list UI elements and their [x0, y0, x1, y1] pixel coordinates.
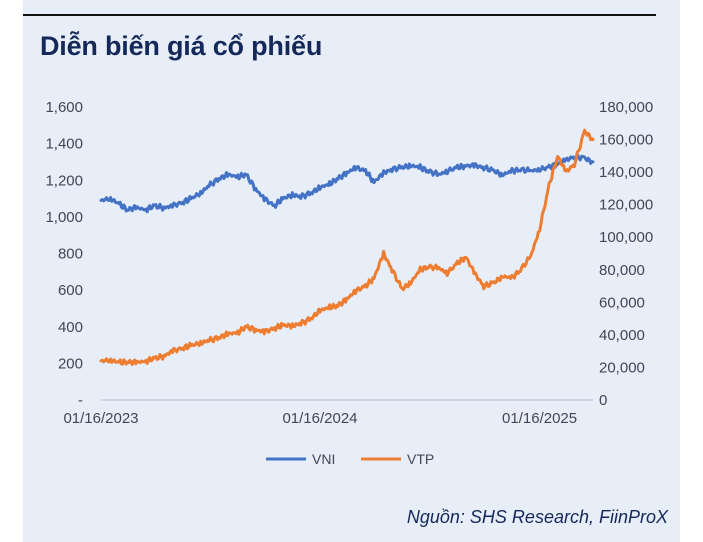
- y-right-tick-label: 60,000: [599, 294, 645, 311]
- y-right-tick-label: 80,000: [599, 262, 645, 279]
- y-right-tick-label: 0: [599, 392, 607, 409]
- y-right-tick-label: 180,000: [599, 99, 653, 116]
- legend: VNI VTP: [266, 451, 434, 467]
- y-axis-right: 0 20,000 40,000 60,000 80,000 100,000 120,000 1…: [599, 99, 653, 409]
- series-line-vni: [99, 152, 595, 214]
- chart-title: Diễn biến giá cổ phiếu: [40, 31, 323, 61]
- source-note: Nguồn: SHS Research, FiinProX: [406, 507, 668, 527]
- y-left-tick-label: 800: [58, 246, 83, 263]
- x-tick-label: 01/16/2023: [63, 410, 138, 427]
- legend-label-vni: VNI: [312, 451, 335, 467]
- y-left-tick-label: 200: [58, 355, 83, 372]
- y-right-tick-label: 160,000: [599, 132, 653, 149]
- y-left-tick-label: 1,600: [45, 99, 83, 116]
- top-divider: [23, 14, 656, 16]
- y-right-tick-label: 120,000: [599, 197, 653, 214]
- y-left-tick-label: 1,400: [45, 136, 83, 153]
- y-right-tick-label: 40,000: [599, 327, 645, 344]
- y-right-tick-label: 100,000: [599, 229, 653, 246]
- series-line-vtp: [99, 128, 595, 366]
- price-chart: - 200 400 600 800 1,000 1,200 1,400 1,600 0 20,00…: [45, 99, 653, 467]
- legend-label-vtp: VTP: [407, 451, 434, 467]
- y-right-tick-label: 140,000: [599, 164, 653, 181]
- y-left-tick-label: 600: [58, 282, 83, 299]
- chart-panel: [23, 0, 680, 542]
- y-left-tick-label: 400: [58, 319, 83, 336]
- series-lines: [99, 128, 595, 366]
- x-axis: 01/16/2023 01/16/2024 01/16/2025: [63, 410, 577, 427]
- y-axis-left: - 200 400 600 800 1,000 1,200 1,400 1,600: [45, 99, 83, 409]
- y-right-tick-label: 20,000: [599, 359, 645, 376]
- y-left-tick-label: -: [78, 392, 83, 409]
- y-left-tick-label: 1,200: [45, 172, 83, 189]
- y-left-tick-label: 1,000: [45, 209, 83, 226]
- x-tick-label: 01/16/2024: [282, 410, 357, 427]
- x-tick-label: 01/16/2025: [502, 410, 577, 427]
